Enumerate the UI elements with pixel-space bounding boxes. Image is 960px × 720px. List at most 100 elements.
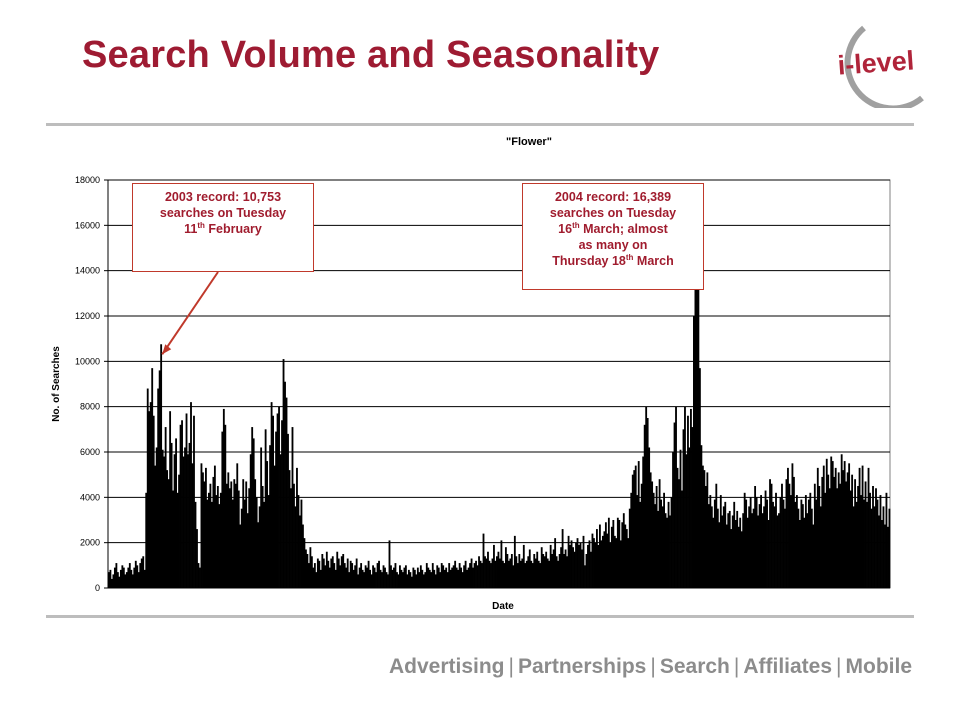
bar	[354, 565, 357, 588]
bar	[249, 454, 252, 588]
bar	[594, 542, 597, 588]
bar	[633, 470, 636, 588]
bar	[463, 565, 466, 588]
y-tick-label: 10000	[75, 356, 100, 366]
bar	[716, 508, 719, 588]
bar	[400, 569, 403, 588]
bar	[173, 454, 176, 588]
bar	[881, 520, 883, 588]
bar	[169, 411, 172, 588]
bar	[142, 556, 145, 588]
bar	[185, 413, 188, 588]
bar	[319, 569, 322, 588]
bar	[318, 560, 321, 588]
bar	[131, 574, 134, 588]
logo-ring	[844, 25, 924, 108]
bar	[118, 576, 121, 588]
bar	[721, 515, 724, 588]
bar	[175, 438, 177, 588]
bar	[363, 572, 366, 588]
bar	[331, 556, 334, 588]
bar	[343, 563, 346, 588]
bar	[479, 560, 482, 588]
bar	[470, 558, 473, 588]
bar	[430, 572, 433, 588]
bar	[313, 563, 316, 588]
bar	[530, 560, 533, 588]
bar	[731, 515, 734, 588]
bar	[676, 467, 679, 588]
bar	[128, 563, 131, 588]
bar	[869, 492, 871, 588]
bar	[719, 495, 722, 588]
bar	[833, 476, 836, 588]
bar	[412, 567, 415, 588]
bar	[742, 513, 745, 588]
bar	[261, 486, 264, 588]
bar	[407, 569, 410, 588]
bar	[519, 560, 522, 588]
bar	[507, 560, 510, 588]
bar	[276, 413, 279, 588]
bar	[669, 515, 671, 588]
bar	[449, 569, 452, 588]
slide-title: Search Volume and Seasonality	[82, 34, 660, 76]
flower-search-chart: 0 2000 4000 6000 8000 10000 12000 14000 16000 180…	[51, 136, 891, 612]
bar	[215, 495, 218, 588]
bar	[867, 467, 870, 588]
bar	[239, 524, 242, 588]
bar	[152, 415, 155, 588]
bar	[140, 558, 143, 588]
bar	[406, 574, 409, 588]
bar	[428, 569, 431, 588]
bar	[557, 560, 560, 588]
bar	[772, 501, 774, 588]
bar	[590, 551, 592, 588]
bar	[866, 501, 868, 588]
bar	[864, 481, 867, 588]
bar	[818, 486, 821, 588]
bar	[545, 551, 548, 588]
y-tick-label: 2000	[80, 538, 100, 548]
bar	[579, 542, 582, 588]
bottom-divider	[46, 615, 914, 618]
footer-item-affiliates: Affiliates	[743, 655, 833, 678]
bar	[573, 551, 576, 588]
bar	[757, 515, 760, 588]
bar	[567, 535, 570, 588]
bar	[804, 495, 807, 588]
bar	[703, 470, 706, 588]
bar	[725, 524, 728, 588]
bar	[293, 483, 295, 588]
bar	[316, 558, 319, 588]
bar	[496, 556, 498, 588]
bar	[130, 569, 133, 588]
bar	[346, 558, 349, 588]
bar	[660, 499, 663, 588]
bar	[163, 456, 166, 588]
bar	[709, 495, 712, 588]
bar	[687, 415, 689, 588]
bar	[651, 481, 654, 588]
bar	[367, 560, 370, 588]
bar	[157, 388, 160, 588]
bar	[803, 517, 806, 588]
bar	[724, 501, 727, 588]
bar	[184, 447, 186, 588]
bar	[695, 234, 698, 588]
bar	[167, 479, 170, 588]
bar	[484, 556, 486, 588]
bar	[846, 472, 849, 588]
bar	[852, 506, 855, 588]
bar	[234, 483, 237, 588]
bar	[524, 563, 527, 588]
annotation-2004-record: 2004 record: 16,389 searches on Tuesday …	[522, 183, 704, 290]
annotation-2004-line-3: 16th March; almost	[527, 221, 699, 237]
bar	[736, 510, 739, 588]
bar	[649, 472, 652, 588]
bar	[521, 558, 524, 588]
bar	[139, 563, 142, 588]
bar	[512, 565, 515, 588]
bar	[212, 476, 215, 588]
bar	[855, 501, 858, 588]
